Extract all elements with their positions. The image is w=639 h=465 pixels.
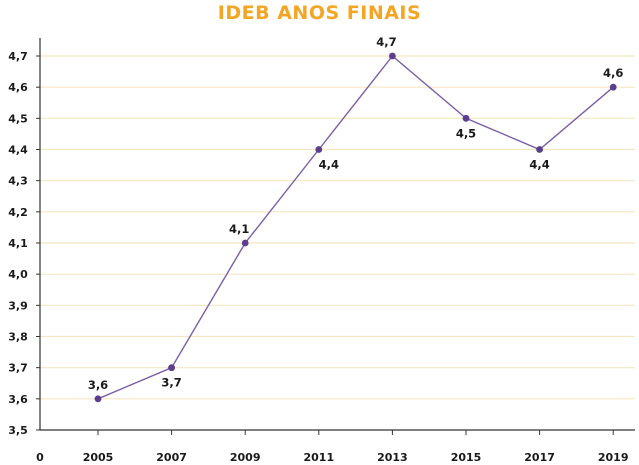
series-line-layer bbox=[97, 54, 614, 400]
data-point bbox=[536, 146, 543, 153]
y-tick-label: 3,5 bbox=[8, 424, 28, 437]
data-label: 4,4 bbox=[529, 158, 549, 172]
y-tick-label: 4,6 bbox=[8, 81, 28, 94]
data-point bbox=[609, 83, 617, 91]
tick-labels: 3,5 3,6 3,7 3,8 3,9 4,0 4,1 4,2 4,3 4,4 4,5 4,6 4,7 0… bbox=[8, 50, 628, 464]
data-label: 4,1 bbox=[229, 222, 249, 236]
x-tick-label: 2005 bbox=[83, 451, 114, 464]
x-tick-label: 2019 bbox=[598, 451, 629, 464]
data-point bbox=[94, 395, 102, 403]
y-tick-label: 3,8 bbox=[8, 331, 28, 344]
y-tick-label: 3,7 bbox=[8, 362, 28, 375]
x-origin-label: 0 bbox=[36, 451, 44, 464]
data-label: 4,7 bbox=[376, 35, 396, 49]
y-tick-label: 4,5 bbox=[8, 112, 28, 125]
y-tick-label: 4,0 bbox=[8, 268, 28, 281]
data-label: 4,6 bbox=[603, 66, 623, 80]
data-label: 4,5 bbox=[456, 126, 476, 140]
data-label: 4,4 bbox=[319, 158, 339, 172]
series-line bbox=[97, 54, 614, 400]
y-tick-label: 4,3 bbox=[8, 175, 28, 188]
data-point bbox=[389, 52, 396, 60]
axes bbox=[36, 38, 635, 435]
x-tick-label: 2007 bbox=[156, 451, 187, 464]
y-tick-label: 4,2 bbox=[8, 206, 28, 219]
y-tick-label: 4,7 bbox=[8, 50, 28, 63]
data-point bbox=[462, 114, 470, 122]
chart-title: IDEB ANOS FINAIS bbox=[217, 2, 422, 24]
y-tick-label: 4,4 bbox=[8, 144, 28, 157]
data-label: 3,7 bbox=[161, 376, 181, 390]
y-tick-label: 3,6 bbox=[8, 393, 28, 406]
x-tick-label: 2009 bbox=[230, 451, 261, 464]
y-tick-label: 4,1 bbox=[8, 237, 28, 250]
x-tick-label: 2015 bbox=[451, 451, 482, 464]
x-tick-label: 2017 bbox=[524, 451, 555, 464]
grid-lines bbox=[40, 55, 635, 400]
data-point bbox=[168, 364, 176, 372]
data-label: 3,6 bbox=[88, 378, 108, 392]
data-point bbox=[315, 146, 323, 153]
data-point bbox=[241, 239, 249, 247]
y-tick-label: 3,9 bbox=[8, 299, 28, 312]
x-tick-label: 2011 bbox=[303, 451, 334, 464]
data-points bbox=[94, 52, 617, 403]
x-tick-label: 2013 bbox=[377, 451, 408, 464]
data-labels: 3,6 3,7 4,1 4,4 4,7 4,5 4,4 4,6 bbox=[88, 35, 624, 392]
